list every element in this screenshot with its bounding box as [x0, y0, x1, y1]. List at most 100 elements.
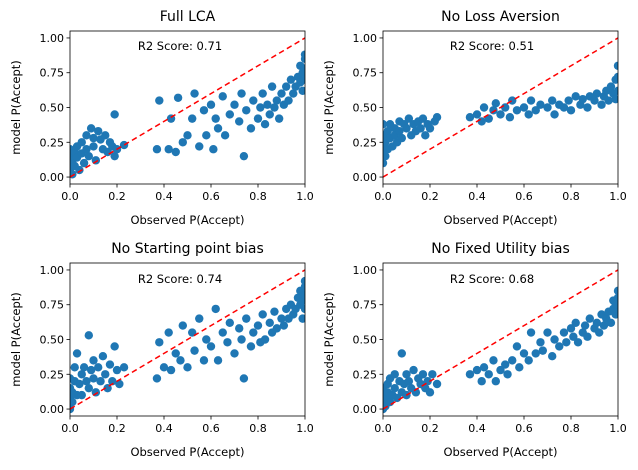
data-point — [501, 103, 510, 112]
r2-annotation: R2 Score: 0.71 — [138, 39, 222, 53]
data-point — [298, 86, 305, 96]
data-point — [421, 131, 430, 140]
x-tick-label: 0.4 — [155, 190, 173, 203]
data-point — [246, 124, 256, 133]
data-point — [98, 351, 108, 361]
data-point — [218, 328, 227, 337]
data-point — [108, 377, 117, 386]
data-point — [75, 379, 84, 389]
data-point — [505, 113, 515, 122]
x-axis-label: Observed P(Accept) — [443, 445, 557, 459]
data-point — [152, 374, 162, 383]
data-point — [230, 100, 239, 109]
data-point — [230, 349, 239, 358]
data-point — [298, 314, 305, 323]
data-point — [613, 286, 618, 296]
data-point — [202, 335, 211, 344]
data-point — [536, 100, 545, 109]
data-point — [220, 131, 230, 140]
data-point — [211, 304, 220, 314]
y-tick-label: 0.50 — [40, 334, 65, 347]
y-tick-label: 0.75 — [40, 299, 65, 312]
data-point — [611, 300, 618, 309]
data-point — [101, 131, 110, 140]
data-point — [428, 370, 437, 379]
data-point — [555, 342, 564, 351]
x-tick-label: 0.0 — [61, 190, 79, 203]
data-point — [152, 145, 162, 154]
data-point — [571, 318, 580, 328]
data-layer — [70, 37, 305, 179]
data-point — [432, 113, 442, 122]
data-point — [213, 124, 223, 133]
x-tick-label: 0.6 — [515, 422, 533, 435]
data-point — [260, 335, 270, 344]
data-point — [86, 124, 96, 133]
data-point — [75, 165, 84, 175]
data-point — [559, 328, 569, 337]
data-point — [472, 110, 482, 119]
data-point — [383, 151, 390, 161]
x-tick-label: 0.8 — [562, 190, 580, 203]
y-tick-label: 1.00 — [40, 32, 65, 45]
data-point — [199, 356, 209, 365]
data-point — [277, 314, 286, 323]
data-point — [416, 124, 425, 133]
data-point — [164, 145, 173, 154]
data-point — [595, 328, 604, 337]
data-point — [536, 338, 545, 347]
data-point — [178, 138, 187, 147]
data-point — [195, 314, 204, 323]
subplot-no-fixed-utility-bias: No Fixed Utility bias 0.0 0.2 0.4 0.6 0.8 1.0… — [322, 241, 627, 459]
data-point — [253, 321, 263, 330]
data-point — [613, 293, 618, 302]
data-point — [101, 370, 110, 379]
data-point — [395, 126, 404, 136]
y-tick-label: 0.75 — [353, 299, 378, 312]
data-point — [569, 332, 578, 341]
data-point — [571, 92, 580, 101]
data-point — [155, 338, 164, 347]
data-point — [249, 96, 258, 105]
data-point — [508, 356, 517, 365]
x-tick-label: 0.6 — [515, 190, 533, 203]
data-point — [286, 75, 296, 84]
y-axis-label: model P(Accept) — [9, 292, 23, 387]
data-point — [592, 318, 602, 328]
x-tick-label: 0.2 — [421, 190, 439, 203]
y-tick-label: 0.25 — [353, 136, 378, 149]
r2-annotation: R2 Score: 0.68 — [450, 272, 534, 286]
x-tick-label: 0.2 — [108, 190, 126, 203]
data-point — [235, 117, 244, 126]
data-point — [176, 356, 185, 365]
y-axis-label: model P(Accept) — [9, 60, 23, 155]
data-point — [84, 331, 94, 340]
data-point — [190, 346, 199, 355]
data-point — [77, 138, 86, 147]
data-point — [82, 145, 91, 154]
data-point — [491, 377, 500, 386]
y-tick-label: 0.50 — [40, 102, 65, 115]
x-tick-label: 0.6 — [202, 422, 220, 435]
data-point — [402, 124, 411, 133]
plot-area: 0.0 0.2 0.4 0.6 0.8 1.0 0.00 0.25 0.50 0.75 1.00 — [40, 30, 314, 203]
data-point — [606, 82, 616, 91]
data-point — [383, 119, 388, 129]
data-point — [237, 89, 246, 98]
data-point — [249, 328, 258, 337]
data-point — [503, 370, 512, 379]
data-point — [91, 156, 101, 165]
data-point — [390, 383, 399, 393]
data-layer — [383, 37, 618, 178]
data-point — [171, 349, 180, 358]
data-point — [465, 370, 475, 379]
data-point — [425, 124, 435, 133]
y-tick-label: 0.75 — [40, 67, 65, 80]
data-point — [597, 100, 606, 109]
data-point — [178, 321, 187, 330]
data-point — [383, 158, 388, 168]
data-point — [72, 349, 82, 358]
data-point — [613, 72, 618, 82]
data-point — [566, 324, 576, 333]
data-point — [190, 89, 199, 98]
